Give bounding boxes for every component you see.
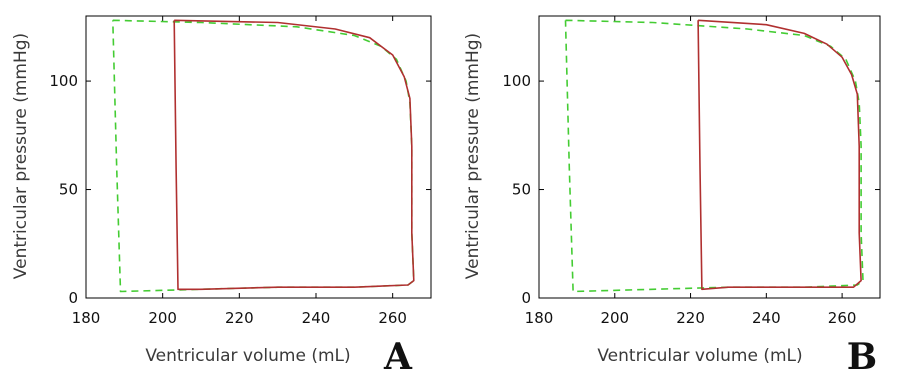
panel-letter: A [383, 336, 413, 374]
pv-loop-solid [697, 19, 862, 291]
x-tick-label: 220 [676, 309, 705, 327]
panel-b: 180 200 220 240 260 0 50 100 Ventricular volume … [463, 15, 881, 374]
x-tick-label: 240 [752, 309, 781, 327]
x-axis-label: Ventricular volume (mL) [145, 346, 350, 366]
y-tick-label: 100 [502, 72, 531, 90]
y-tick-label: 0 [68, 289, 78, 307]
x-tick-label: 200 [148, 309, 177, 327]
pv-loop-dashed [564, 19, 864, 293]
x-tick-label: 200 [600, 309, 629, 327]
pv-loop-solid [173, 19, 415, 291]
plot-frame [85, 15, 432, 299]
x-tick-label: 220 [225, 309, 254, 327]
y-tick-label: 50 [59, 181, 78, 199]
y-tick-label: 100 [49, 72, 78, 90]
pv-loop-dashed [112, 19, 415, 293]
x-tick-label: 260 [378, 309, 407, 327]
x-tick-label: 180 [72, 309, 101, 327]
y-axis-label: Ventricular pressure (mmHg) [463, 33, 483, 279]
panel-a: 180 200 220 240 260 0 50 100 Ventricular volume … [11, 15, 432, 374]
x-tick-label: 260 [828, 309, 857, 327]
y-tick-label: 0 [521, 289, 531, 307]
x-axis-label: Ventricular volume (mL) [597, 346, 802, 366]
y-axis-label: Ventricular pressure (mmHg) [11, 33, 31, 279]
x-tick-label: 180 [525, 309, 554, 327]
panel-letter: B [847, 336, 877, 374]
y-tick-label: 50 [512, 181, 531, 199]
plot-frame [538, 15, 881, 299]
x-tick-label: 240 [302, 309, 331, 327]
